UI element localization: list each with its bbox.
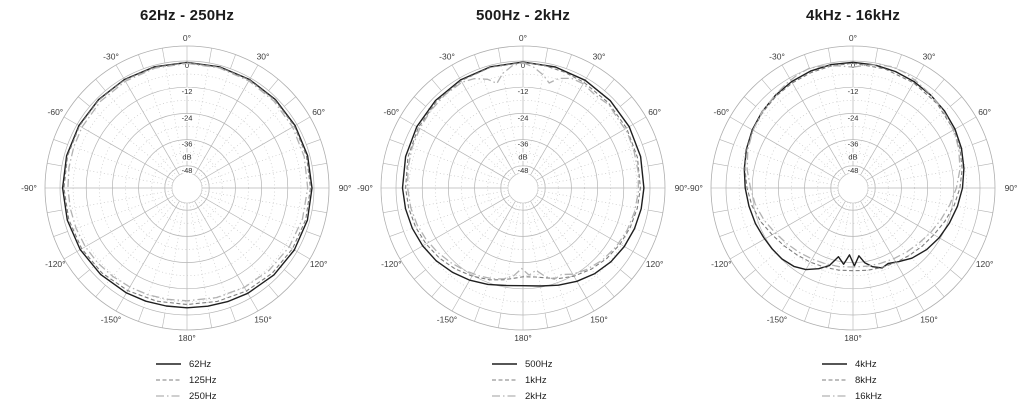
legend-item: 16kHz: [821, 388, 882, 404]
svg-text:-12: -12: [518, 87, 529, 96]
dashdot-line-icon: [156, 395, 181, 397]
svg-text:0: 0: [851, 61, 855, 70]
svg-text:dB: dB: [182, 153, 191, 162]
svg-text:0°: 0°: [519, 33, 527, 43]
svg-text:-48: -48: [182, 166, 193, 175]
svg-text:-12: -12: [848, 87, 859, 96]
svg-text:-90°: -90°: [687, 183, 703, 193]
polar-chart-mid-frequencies: 500Hz - 2kHz 0° 30° 60° 90° 120° 150° 180° -150…: [353, 0, 693, 410]
legend-item: 62Hz: [155, 356, 216, 372]
chart-title: 62Hz - 250Hz: [139, 7, 235, 24]
dashed-line-icon: [156, 379, 181, 381]
dashed-line-icon: [822, 379, 847, 381]
svg-text:60°: 60°: [978, 107, 991, 117]
svg-text:0°: 0°: [849, 33, 857, 43]
solid-line-icon: [492, 363, 517, 365]
svg-text:30°: 30°: [923, 51, 936, 61]
svg-text:dB: dB: [848, 153, 857, 162]
svg-text:-48: -48: [518, 166, 529, 175]
chart-legend: 62Hz 125Hz 250Hz: [155, 356, 216, 404]
legend-item: 2kHz: [491, 388, 552, 404]
svg-text:120°: 120°: [976, 259, 994, 269]
legend-label: 125Hz: [189, 374, 217, 386]
svg-text:90°: 90°: [1005, 183, 1018, 193]
legend-label: 250Hz: [189, 390, 217, 402]
polar-chart-low-frequencies: 62Hz - 250Hz 0° 30° 60° 90° 120° 150° 180° -150…: [17, 0, 357, 410]
svg-text:-30°: -30°: [103, 51, 119, 61]
svg-text:-48: -48: [848, 166, 859, 175]
svg-text:150°: 150°: [920, 315, 938, 325]
polar-plot-canvas: 0° 30° 60° 90° 120° 150° 180° -150° -120° -90° -60…: [357, 33, 688, 343]
svg-text:90°: 90°: [675, 183, 688, 193]
svg-text:-24: -24: [518, 113, 529, 122]
svg-text:-60°: -60°: [714, 107, 730, 117]
svg-text:-120°: -120°: [381, 259, 401, 269]
svg-text:150°: 150°: [590, 315, 608, 325]
legend-item: 500Hz: [491, 356, 552, 372]
svg-text:180°: 180°: [514, 333, 532, 343]
svg-text:60°: 60°: [648, 107, 661, 117]
legend-item: 250Hz: [155, 388, 216, 404]
svg-text:-150°: -150°: [437, 315, 457, 325]
solid-line-icon: [156, 363, 181, 365]
svg-text:-90°: -90°: [21, 183, 37, 193]
svg-text:-30°: -30°: [769, 51, 785, 61]
svg-text:-24: -24: [848, 113, 859, 122]
svg-text:-24: -24: [182, 113, 193, 122]
legend-label: 16kHz: [855, 390, 882, 402]
chart-title: 500Hz - 2kHz: [475, 7, 571, 24]
svg-text:-60°: -60°: [48, 107, 64, 117]
legend-item: 8kHz: [821, 372, 882, 388]
svg-text:120°: 120°: [646, 259, 664, 269]
legend-item: 1kHz: [491, 372, 552, 388]
polar-plot-canvas: 0° 30° 60° 90° 120° 150° 180° -150° -120° -90° -60…: [21, 33, 352, 343]
svg-text:-36: -36: [518, 140, 529, 149]
svg-text:-36: -36: [182, 140, 193, 149]
legend-label: 8kHz: [855, 374, 877, 386]
dashdot-line-icon: [822, 395, 847, 397]
chart-legend: 500Hz 1kHz 2kHz: [491, 356, 552, 404]
svg-text:-90°: -90°: [357, 183, 373, 193]
svg-text:0: 0: [521, 61, 525, 70]
legend-label: 2kHz: [525, 390, 547, 402]
svg-text:-30°: -30°: [439, 51, 455, 61]
svg-text:-36: -36: [848, 140, 859, 149]
svg-text:30°: 30°: [593, 51, 606, 61]
dashed-line-icon: [492, 379, 517, 381]
legend-label: 62Hz: [189, 358, 212, 370]
svg-text:-120°: -120°: [45, 259, 65, 269]
chart-title: 4kHz - 16kHz: [805, 7, 901, 24]
polar-chart-high-frequencies: 4kHz - 16kHz 0° 30° 60° 90° 120° 150° 180° -150…: [683, 0, 1023, 410]
legend-item: 4kHz: [821, 356, 882, 372]
solid-line-icon: [822, 363, 847, 365]
legend-item: 125Hz: [155, 372, 216, 388]
legend-label: 1kHz: [525, 374, 547, 386]
svg-text:-120°: -120°: [711, 259, 731, 269]
svg-text:-60°: -60°: [384, 107, 400, 117]
svg-text:90°: 90°: [339, 183, 352, 193]
svg-text:120°: 120°: [310, 259, 328, 269]
svg-text:-150°: -150°: [767, 315, 787, 325]
svg-text:0°: 0°: [183, 33, 191, 43]
svg-text:dB: dB: [518, 153, 527, 162]
svg-text:180°: 180°: [844, 333, 862, 343]
legend-label: 4kHz: [855, 358, 877, 370]
chart-legend: 4kHz 8kHz 16kHz: [821, 356, 882, 404]
svg-text:-150°: -150°: [101, 315, 121, 325]
svg-text:0: 0: [185, 61, 189, 70]
dashdot-line-icon: [492, 395, 517, 397]
svg-text:150°: 150°: [254, 315, 272, 325]
svg-text:30°: 30°: [257, 51, 270, 61]
svg-text:-12: -12: [182, 87, 193, 96]
svg-text:180°: 180°: [178, 333, 196, 343]
polar-plot-canvas: 0° 30° 60° 90° 120° 150° 180° -150° -120° -90° -60…: [687, 33, 1018, 343]
legend-label: 500Hz: [525, 358, 553, 370]
svg-text:60°: 60°: [312, 107, 325, 117]
